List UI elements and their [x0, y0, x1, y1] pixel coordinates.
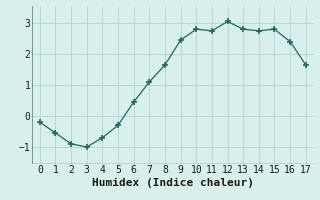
X-axis label: Humidex (Indice chaleur): Humidex (Indice chaleur) [92, 178, 254, 188]
